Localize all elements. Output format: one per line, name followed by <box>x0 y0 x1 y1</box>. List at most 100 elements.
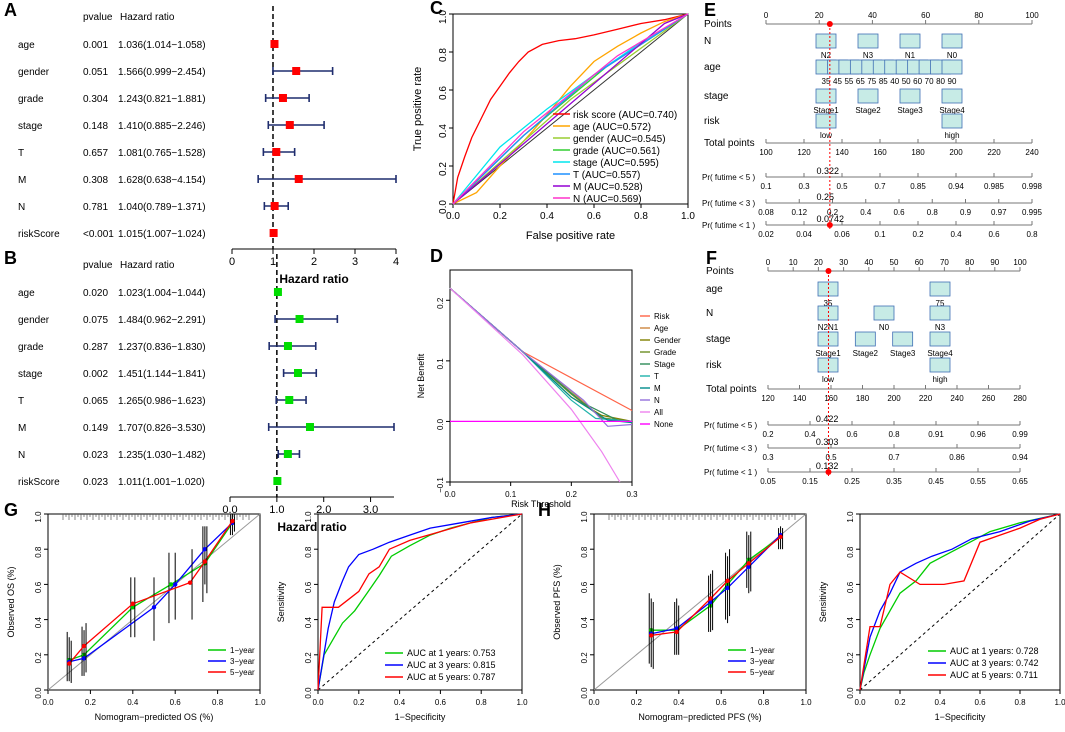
nomogram-row-label: age <box>704 62 721 73</box>
y-tick-label: 0.0 <box>580 687 589 699</box>
x-tick-label: 0.4 <box>127 698 139 707</box>
series-line-3 <box>651 536 782 637</box>
y-tick-label: 0.2 <box>304 652 313 664</box>
plot-frame <box>317 513 523 691</box>
nomogram-tick-label: 0.995 <box>1022 208 1043 217</box>
nomogram-level-label: 45 <box>833 77 842 86</box>
x-axis-title: Nomogram−predicted OS (%) <box>95 712 214 722</box>
y-tick-label: 0.6 <box>846 581 855 593</box>
calibration-point <box>674 629 679 635</box>
calibration-point <box>708 596 713 601</box>
nomogram-box <box>857 88 879 104</box>
hr-cell: 1.566(0.999−2.454) <box>118 67 206 78</box>
nomogram-level-label: high <box>944 131 959 140</box>
x-tick-label: 0.6 <box>435 698 447 707</box>
legend-label: AUC at 5 years: 0.711 <box>950 670 1038 680</box>
row-label: gender <box>18 67 50 78</box>
y-tick-label: 0.2 <box>580 652 589 664</box>
pvalue-cell: 0.065 <box>83 396 108 407</box>
series-line-6 <box>449 287 633 422</box>
pvalue-cell: 0.075 <box>83 315 108 326</box>
nomogram-tick-label: 0.3 <box>798 182 810 191</box>
nomogram-box <box>941 88 963 104</box>
y-tick-label: 0.4 <box>304 616 313 628</box>
nomogram-tick-label: 0.65 <box>1012 477 1028 486</box>
nomogram-row-label: N <box>704 36 711 47</box>
hr-marker <box>273 477 282 485</box>
y-tick-label: 1.0 <box>438 10 449 24</box>
hr-marker <box>278 94 287 102</box>
legend-label: AUC at 1 years: 0.753 <box>407 648 496 658</box>
row-label: M <box>18 423 26 434</box>
calibration-point <box>151 605 157 610</box>
nomogram-level-label: Stage1 <box>815 349 841 358</box>
series-line-3 <box>317 513 523 691</box>
hr-cell: 1.410(0.885−2.246) <box>118 121 206 132</box>
hr-cell: 1.023(1.004−1.044) <box>118 288 206 299</box>
panel-e-letter: E <box>704 0 716 20</box>
pvalue-cell: 0.657 <box>83 148 108 159</box>
nomogram-tick-label: 0.5 <box>836 182 848 191</box>
legend-label: Gender <box>654 336 681 345</box>
nomogram-box <box>929 357 951 373</box>
nomogram-tick-label: 20 <box>814 258 823 267</box>
x-tick-label: 0.2 <box>493 211 507 222</box>
nomogram-tick-label: 240 <box>1025 148 1039 157</box>
hr-cell: 1.628(0.638−4.154) <box>118 175 206 186</box>
calibration-point <box>173 582 178 587</box>
nomogram-tick-label: 0.35 <box>886 477 902 486</box>
nomogram-tick-label: 220 <box>987 148 1001 157</box>
legend-label: 5−year <box>750 668 775 677</box>
y-tick-label: 0.4 <box>34 616 43 628</box>
nomogram-tick-label: 0.91 <box>928 430 944 439</box>
plot-frame <box>859 513 1061 691</box>
nomogram-level-label: 35 <box>822 77 831 86</box>
series-line-2 <box>317 513 523 691</box>
nomogram-tick-label: 70 <box>940 258 949 267</box>
y-tick-label: 0.8 <box>34 546 43 558</box>
nomogram-tick-label: 240 <box>950 394 964 403</box>
pvalue-cell: 0.149 <box>83 423 108 434</box>
nomogram-tick-label: 0.5 <box>825 453 837 462</box>
x-tick-label: 0.2 <box>85 698 97 707</box>
row-label: age <box>18 40 35 51</box>
x-tick-label: 0 <box>229 256 235 268</box>
x-tick-label: 0.8 <box>476 698 488 707</box>
nomogram-level-label: 80 <box>936 77 945 86</box>
y-tick-label: 0.6 <box>580 581 589 593</box>
legend-label: AUC at 5 years: 0.787 <box>407 672 496 682</box>
nomogram-tick-label: 80 <box>965 258 974 267</box>
series-line-1 <box>449 287 633 412</box>
legend-label: 1−year <box>230 646 255 655</box>
x-tick-label: 0.6 <box>170 698 182 707</box>
nomogram-tick-label: 0.7 <box>874 182 886 191</box>
pvalue-cell: 0.023 <box>83 450 108 461</box>
y-tick-label: 0.2 <box>438 162 449 176</box>
legend-label: 5−year <box>230 668 255 677</box>
calibration-point <box>725 585 730 591</box>
nomogram-row-label: N <box>706 308 713 319</box>
calibration-point <box>202 547 208 552</box>
selected-point-marker <box>825 268 832 274</box>
nomogram-tick-label: 0.2 <box>827 208 839 217</box>
x-tick-label: 0.0 <box>446 211 460 222</box>
nomogram-level-label: Stage3 <box>897 106 923 115</box>
nomogram-level-label: 75 <box>867 77 876 86</box>
nomogram-level-label: N2 <box>821 51 832 60</box>
nomogram-box <box>815 33 837 49</box>
nomogram-tick-label: 40 <box>864 258 873 267</box>
x-tick-label: 0.0 <box>312 698 324 707</box>
hr-cell: 1.040(0.789−1.371) <box>118 202 206 213</box>
nomogram-tick-label: 0.2 <box>912 230 924 239</box>
calibration-point <box>187 580 193 585</box>
x-axis-title: 1−Specificity <box>395 712 446 722</box>
x-tick-label: 2.0 <box>316 504 331 516</box>
legend-label: 1−year <box>750 646 775 655</box>
series-line-1 <box>68 522 233 661</box>
nomogram-tick-label: 0.94 <box>948 182 964 191</box>
row-label: stage <box>18 121 43 132</box>
nomogram-level-label: N1 <box>905 51 916 60</box>
x-tick-label: 0.8 <box>758 698 770 707</box>
nomogram-tick-label: 0.8 <box>927 208 939 217</box>
x-axis-title: False positive rate <box>526 230 615 242</box>
